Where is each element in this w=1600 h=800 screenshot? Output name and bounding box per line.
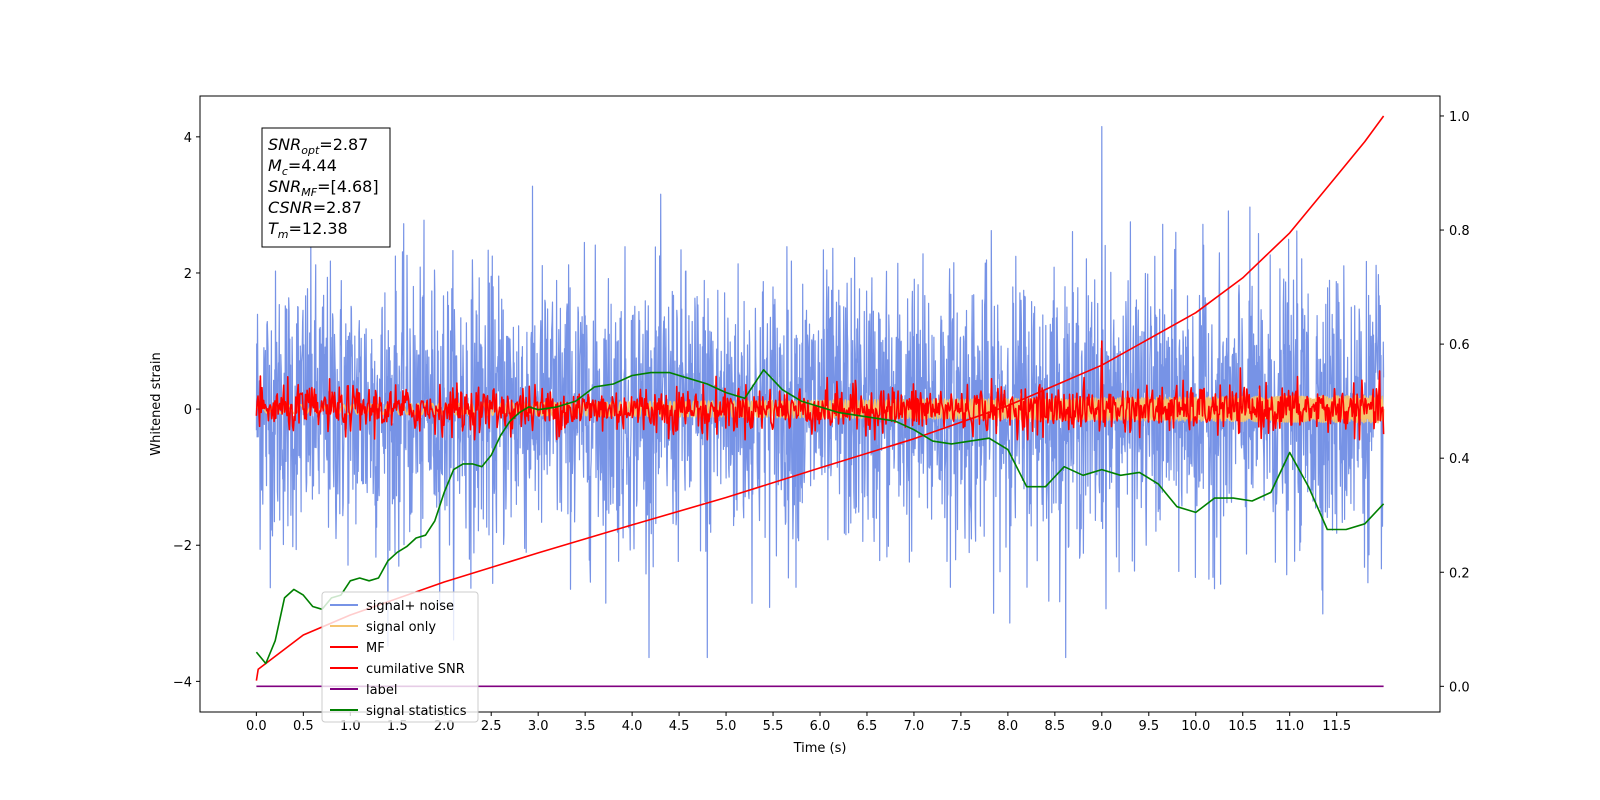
legend: signal+ noise signal only MF cumilative SNR… bbox=[321, 591, 479, 723]
annotation-line: SNRMF=[4.68] bbox=[268, 177, 379, 199]
annotation-line: SNRopt=2.87 bbox=[268, 135, 368, 157]
legend-label-label: label bbox=[366, 683, 397, 698]
y-tick-label: −2 bbox=[173, 539, 192, 554]
x-axis-label: Time (s) bbox=[793, 741, 847, 756]
x-tick-label: 10.5 bbox=[1228, 719, 1257, 734]
x-tick-label: 7.0 bbox=[904, 719, 925, 734]
legend-label-signal-statistics: signal statistics bbox=[366, 704, 467, 719]
x-tick-label: 1.0 bbox=[340, 719, 361, 734]
x-tick-label: 2.5 bbox=[481, 719, 502, 734]
annotation-line: CSNR=2.87 bbox=[268, 198, 362, 217]
y2-tick-label: 0.8 bbox=[1449, 224, 1470, 239]
legend-label-mf: MF bbox=[366, 641, 385, 656]
legend-label-signal-noise: signal+ noise bbox=[366, 599, 454, 614]
x-tick-label: 8.0 bbox=[998, 719, 1019, 734]
x-tick-label: 4.5 bbox=[669, 719, 690, 734]
x-tick-label: 10.0 bbox=[1181, 719, 1210, 734]
y-axis-label: Whitened strain bbox=[149, 352, 164, 455]
y2-tick-label: 0.6 bbox=[1449, 338, 1470, 353]
x-tick-label: 5.5 bbox=[763, 719, 784, 734]
series-mf-line bbox=[255, 340, 1385, 441]
x-tick-label: 8.5 bbox=[1045, 719, 1066, 734]
x-tick-label: 6.5 bbox=[857, 719, 878, 734]
x-tick-label: 9.0 bbox=[1091, 719, 1112, 734]
y-tick-label: −4 bbox=[173, 675, 192, 690]
x-tick-label: 2.0 bbox=[434, 719, 455, 734]
x-tick-label: 11.5 bbox=[1322, 719, 1351, 734]
x-tick-label: 3.5 bbox=[575, 719, 596, 734]
series-signal-statistics-line bbox=[255, 369, 1385, 665]
annotation-line: Mc=4.44 bbox=[268, 156, 337, 178]
annotation-frame bbox=[261, 127, 391, 248]
x-tick-label: 4.0 bbox=[622, 719, 643, 734]
legend-label-signal-only: signal only bbox=[366, 620, 436, 635]
x-tick-label: 6.0 bbox=[810, 719, 831, 734]
legend-label-cumilative-snr: cumilative SNR bbox=[366, 662, 465, 677]
x-tick-label: 5.0 bbox=[716, 719, 737, 734]
axes-layer: 0.0 0.5 1.0 1.5 2.0 2.5 3.0 3.5 4.0 4.5 5.0 5.5 6.0 6… bbox=[173, 110, 1470, 734]
x-tick-label: 0.5 bbox=[293, 719, 314, 734]
y-tick-label: 0 bbox=[184, 403, 192, 418]
x-tick-label: 11.0 bbox=[1275, 719, 1304, 734]
x-tick-label: 3.0 bbox=[528, 719, 549, 734]
y-tick-label: 2 bbox=[184, 267, 192, 282]
x-tick-label: 0.0 bbox=[246, 719, 267, 734]
legend-frame bbox=[321, 591, 479, 723]
y2-tick-label: 0.2 bbox=[1449, 566, 1470, 581]
x-tick-label: 7.5 bbox=[951, 719, 972, 734]
y-tick-label: 4 bbox=[184, 131, 192, 146]
y2-tick-label: 0.0 bbox=[1449, 680, 1470, 695]
x-tick-label: 1.5 bbox=[387, 719, 408, 734]
y2-tick-label: 0.4 bbox=[1449, 452, 1470, 467]
annotation-line: Tm=12.38 bbox=[268, 219, 348, 241]
y2-tick-label: 1.0 bbox=[1449, 110, 1470, 125]
x-tick-label: 9.5 bbox=[1138, 719, 1159, 734]
